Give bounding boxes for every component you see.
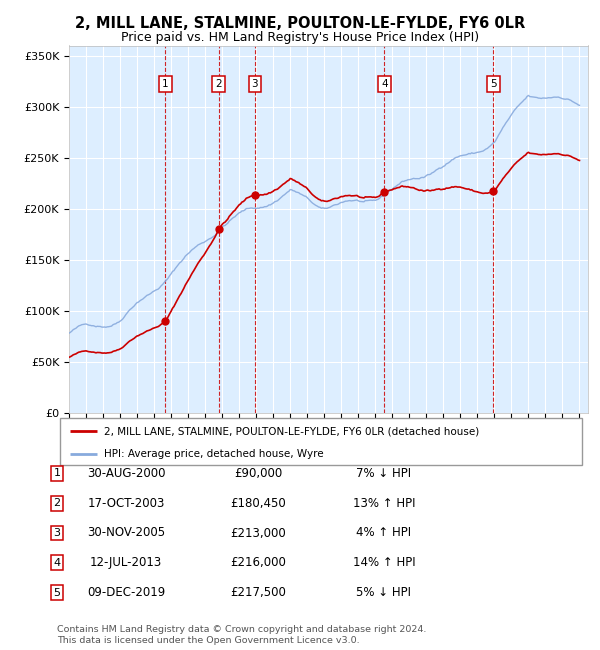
Text: 1: 1	[53, 468, 61, 478]
Text: 3: 3	[53, 528, 61, 538]
Text: 5: 5	[490, 79, 497, 89]
Text: £213,000: £213,000	[230, 526, 286, 539]
Text: £217,500: £217,500	[230, 586, 286, 599]
Text: 2: 2	[215, 79, 222, 89]
Text: 5% ↓ HPI: 5% ↓ HPI	[356, 586, 412, 599]
Text: 7% ↓ HPI: 7% ↓ HPI	[356, 467, 412, 480]
Text: 1: 1	[162, 79, 169, 89]
Text: £216,000: £216,000	[230, 556, 286, 569]
Text: 4: 4	[381, 79, 388, 89]
Text: 30-NOV-2005: 30-NOV-2005	[87, 526, 165, 539]
Text: Contains HM Land Registry data © Crown copyright and database right 2024.
This d: Contains HM Land Registry data © Crown c…	[57, 625, 427, 645]
Text: £180,450: £180,450	[230, 497, 286, 510]
Text: 12-JUL-2013: 12-JUL-2013	[90, 556, 162, 569]
Text: 17-OCT-2003: 17-OCT-2003	[88, 497, 164, 510]
Text: HPI: Average price, detached house, Wyre: HPI: Average price, detached house, Wyre	[104, 449, 324, 460]
Text: 4% ↑ HPI: 4% ↑ HPI	[356, 526, 412, 539]
Text: 13% ↑ HPI: 13% ↑ HPI	[353, 497, 415, 510]
Text: 2, MILL LANE, STALMINE, POULTON-LE-FYLDE, FY6 0LR (detached house): 2, MILL LANE, STALMINE, POULTON-LE-FYLDE…	[104, 426, 479, 436]
Text: 14% ↑ HPI: 14% ↑ HPI	[353, 556, 415, 569]
Text: 5: 5	[53, 588, 61, 598]
Text: 4: 4	[53, 558, 61, 568]
Text: 2, MILL LANE, STALMINE, POULTON-LE-FYLDE, FY6 0LR: 2, MILL LANE, STALMINE, POULTON-LE-FYLDE…	[75, 16, 525, 31]
Text: 30-AUG-2000: 30-AUG-2000	[87, 467, 165, 480]
Text: Price paid vs. HM Land Registry's House Price Index (HPI): Price paid vs. HM Land Registry's House …	[121, 31, 479, 44]
Text: 2: 2	[53, 498, 61, 508]
Text: 3: 3	[251, 79, 258, 89]
Text: 09-DEC-2019: 09-DEC-2019	[87, 586, 165, 599]
Text: £90,000: £90,000	[234, 467, 282, 480]
